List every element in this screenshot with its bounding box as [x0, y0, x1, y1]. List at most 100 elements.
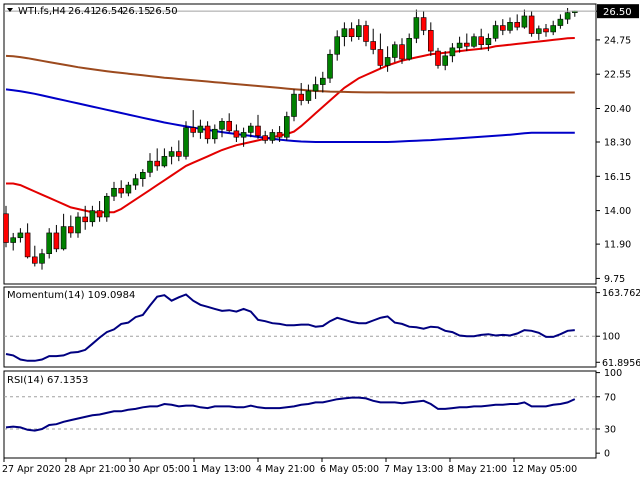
- candle: [233, 124, 240, 143]
- time-axis-label: 30 Apr 05:00: [128, 464, 190, 475]
- open-value: 26.41: [68, 6, 97, 17]
- candle-body-bear: [24, 232, 31, 258]
- price-axis-label: 9.75: [604, 274, 625, 285]
- candle-body-bull: [291, 93, 297, 117]
- candle: [46, 228, 53, 259]
- time-axis-label: 12 May 05:00: [512, 464, 577, 475]
- price-pane[interactable]: 26.6524.7522.5520.4018.3016.1514.0011.90…: [3, 3, 640, 285]
- time-axis-label: 28 Apr 21:00: [64, 464, 126, 475]
- price-axis-label: 16.15: [604, 172, 631, 183]
- current-price-marker: 26.50: [597, 4, 639, 19]
- candle-body-bull: [319, 77, 326, 85]
- candle: [53, 224, 60, 253]
- candle: [276, 126, 283, 143]
- candle: [499, 19, 506, 36]
- candle-body-bull: [334, 36, 341, 55]
- candle-body-bear: [276, 132, 283, 138]
- candle: [3, 205, 9, 248]
- candle-body-bear: [154, 160, 160, 167]
- momentum-label: Momentum(14) 109.0984: [7, 290, 135, 301]
- symbol-label: WTI.fs,H4: [18, 6, 66, 17]
- candle: [557, 14, 564, 29]
- candle-body-bear: [53, 232, 60, 250]
- candle: [17, 228, 24, 243]
- candle-body-bull: [248, 125, 254, 133]
- candle-body-bull: [384, 57, 391, 66]
- time-axis-label: 1 May 13:00: [192, 464, 251, 475]
- candle-body-bull: [449, 47, 456, 57]
- candle-body-bull: [219, 120, 225, 130]
- candle-body-bear: [190, 127, 196, 133]
- candle: [10, 232, 16, 251]
- candle: [391, 41, 398, 63]
- momentum-pane-border: [3, 286, 597, 368]
- candle-body-bull: [17, 232, 24, 239]
- rsi-pane[interactable]: 100 70 30 0 RSI(14) 67.1353: [3, 368, 622, 460]
- candle-body-bull: [111, 187, 117, 197]
- candle: [449, 43, 456, 63]
- candle: [298, 82, 305, 106]
- candle: [363, 20, 369, 47]
- candle: [132, 173, 139, 190]
- candle-body-bull: [413, 17, 420, 39]
- candle: [68, 215, 74, 238]
- candle: [104, 193, 110, 222]
- candle-body-bull: [327, 53, 333, 79]
- rsi-line: [5, 396, 576, 432]
- low-value: 26.15: [122, 6, 151, 17]
- current-price-label: 26.50: [603, 7, 632, 18]
- candle-body-bull: [305, 90, 312, 101]
- candle-body-bear: [68, 226, 74, 234]
- candle-body-bull: [535, 28, 542, 34]
- rsi-axis-label: 0: [604, 449, 610, 460]
- candle-body-bull: [269, 132, 276, 141]
- momentum-pane[interactable]: 163.7622 100 61.8956 Momentum(14) 109.0984: [3, 286, 640, 369]
- close-value: 26.50: [149, 6, 178, 17]
- time-axis: 27 Apr 2020 28 Apr 21:00 30 Apr 05:00 1 May…: [2, 458, 577, 475]
- candle-body-bear: [363, 25, 369, 42]
- candle-body-bull: [39, 253, 45, 264]
- candle: [154, 148, 160, 171]
- candle-body-bull: [10, 237, 16, 243]
- candle-body-bull: [471, 36, 477, 47]
- time-axis-label: 27 Apr 2020: [2, 464, 61, 475]
- candle: [427, 22, 434, 56]
- candle: [248, 122, 254, 138]
- candle-body-bull: [355, 25, 362, 38]
- candle-body-bull: [485, 38, 492, 45]
- price-axis-label: 14.00: [604, 206, 631, 217]
- candle: [240, 127, 247, 147]
- triangle-down-icon[interactable]: [7, 8, 13, 12]
- candle: [471, 33, 477, 48]
- candle-body-bear: [528, 15, 535, 34]
- candle: [111, 181, 117, 202]
- candle-body-bull: [521, 15, 528, 28]
- moving-average-sma_slow: [5, 54, 575, 94]
- candle: [535, 25, 542, 40]
- candle-body-bear: [233, 130, 240, 138]
- candle-body-bull: [132, 178, 139, 186]
- candle: [514, 14, 521, 31]
- candle-body-bull: [161, 156, 168, 167]
- candle-body-bull: [283, 116, 290, 138]
- candle: [197, 119, 204, 139]
- candle-body-bull: [89, 210, 96, 223]
- moving-average-sma_mid: [5, 88, 575, 143]
- candle: [384, 46, 391, 72]
- candle-body-bear: [435, 50, 441, 66]
- candle: [161, 148, 168, 168]
- momentum-axis-label: 100: [602, 332, 620, 343]
- candle-body-bear: [420, 17, 427, 31]
- candle: [118, 180, 124, 198]
- candle: [528, 11, 535, 37]
- candle-body-bull: [104, 195, 110, 218]
- candle: [543, 23, 549, 37]
- candle-body-bear: [348, 28, 355, 38]
- rsi-axis-label: 100: [604, 368, 622, 379]
- candle: [226, 113, 232, 133]
- candle-body-bear: [377, 49, 384, 66]
- candle-body-bull: [507, 22, 513, 31]
- candle: [377, 33, 384, 69]
- rsi-axis-label: 30: [604, 425, 616, 436]
